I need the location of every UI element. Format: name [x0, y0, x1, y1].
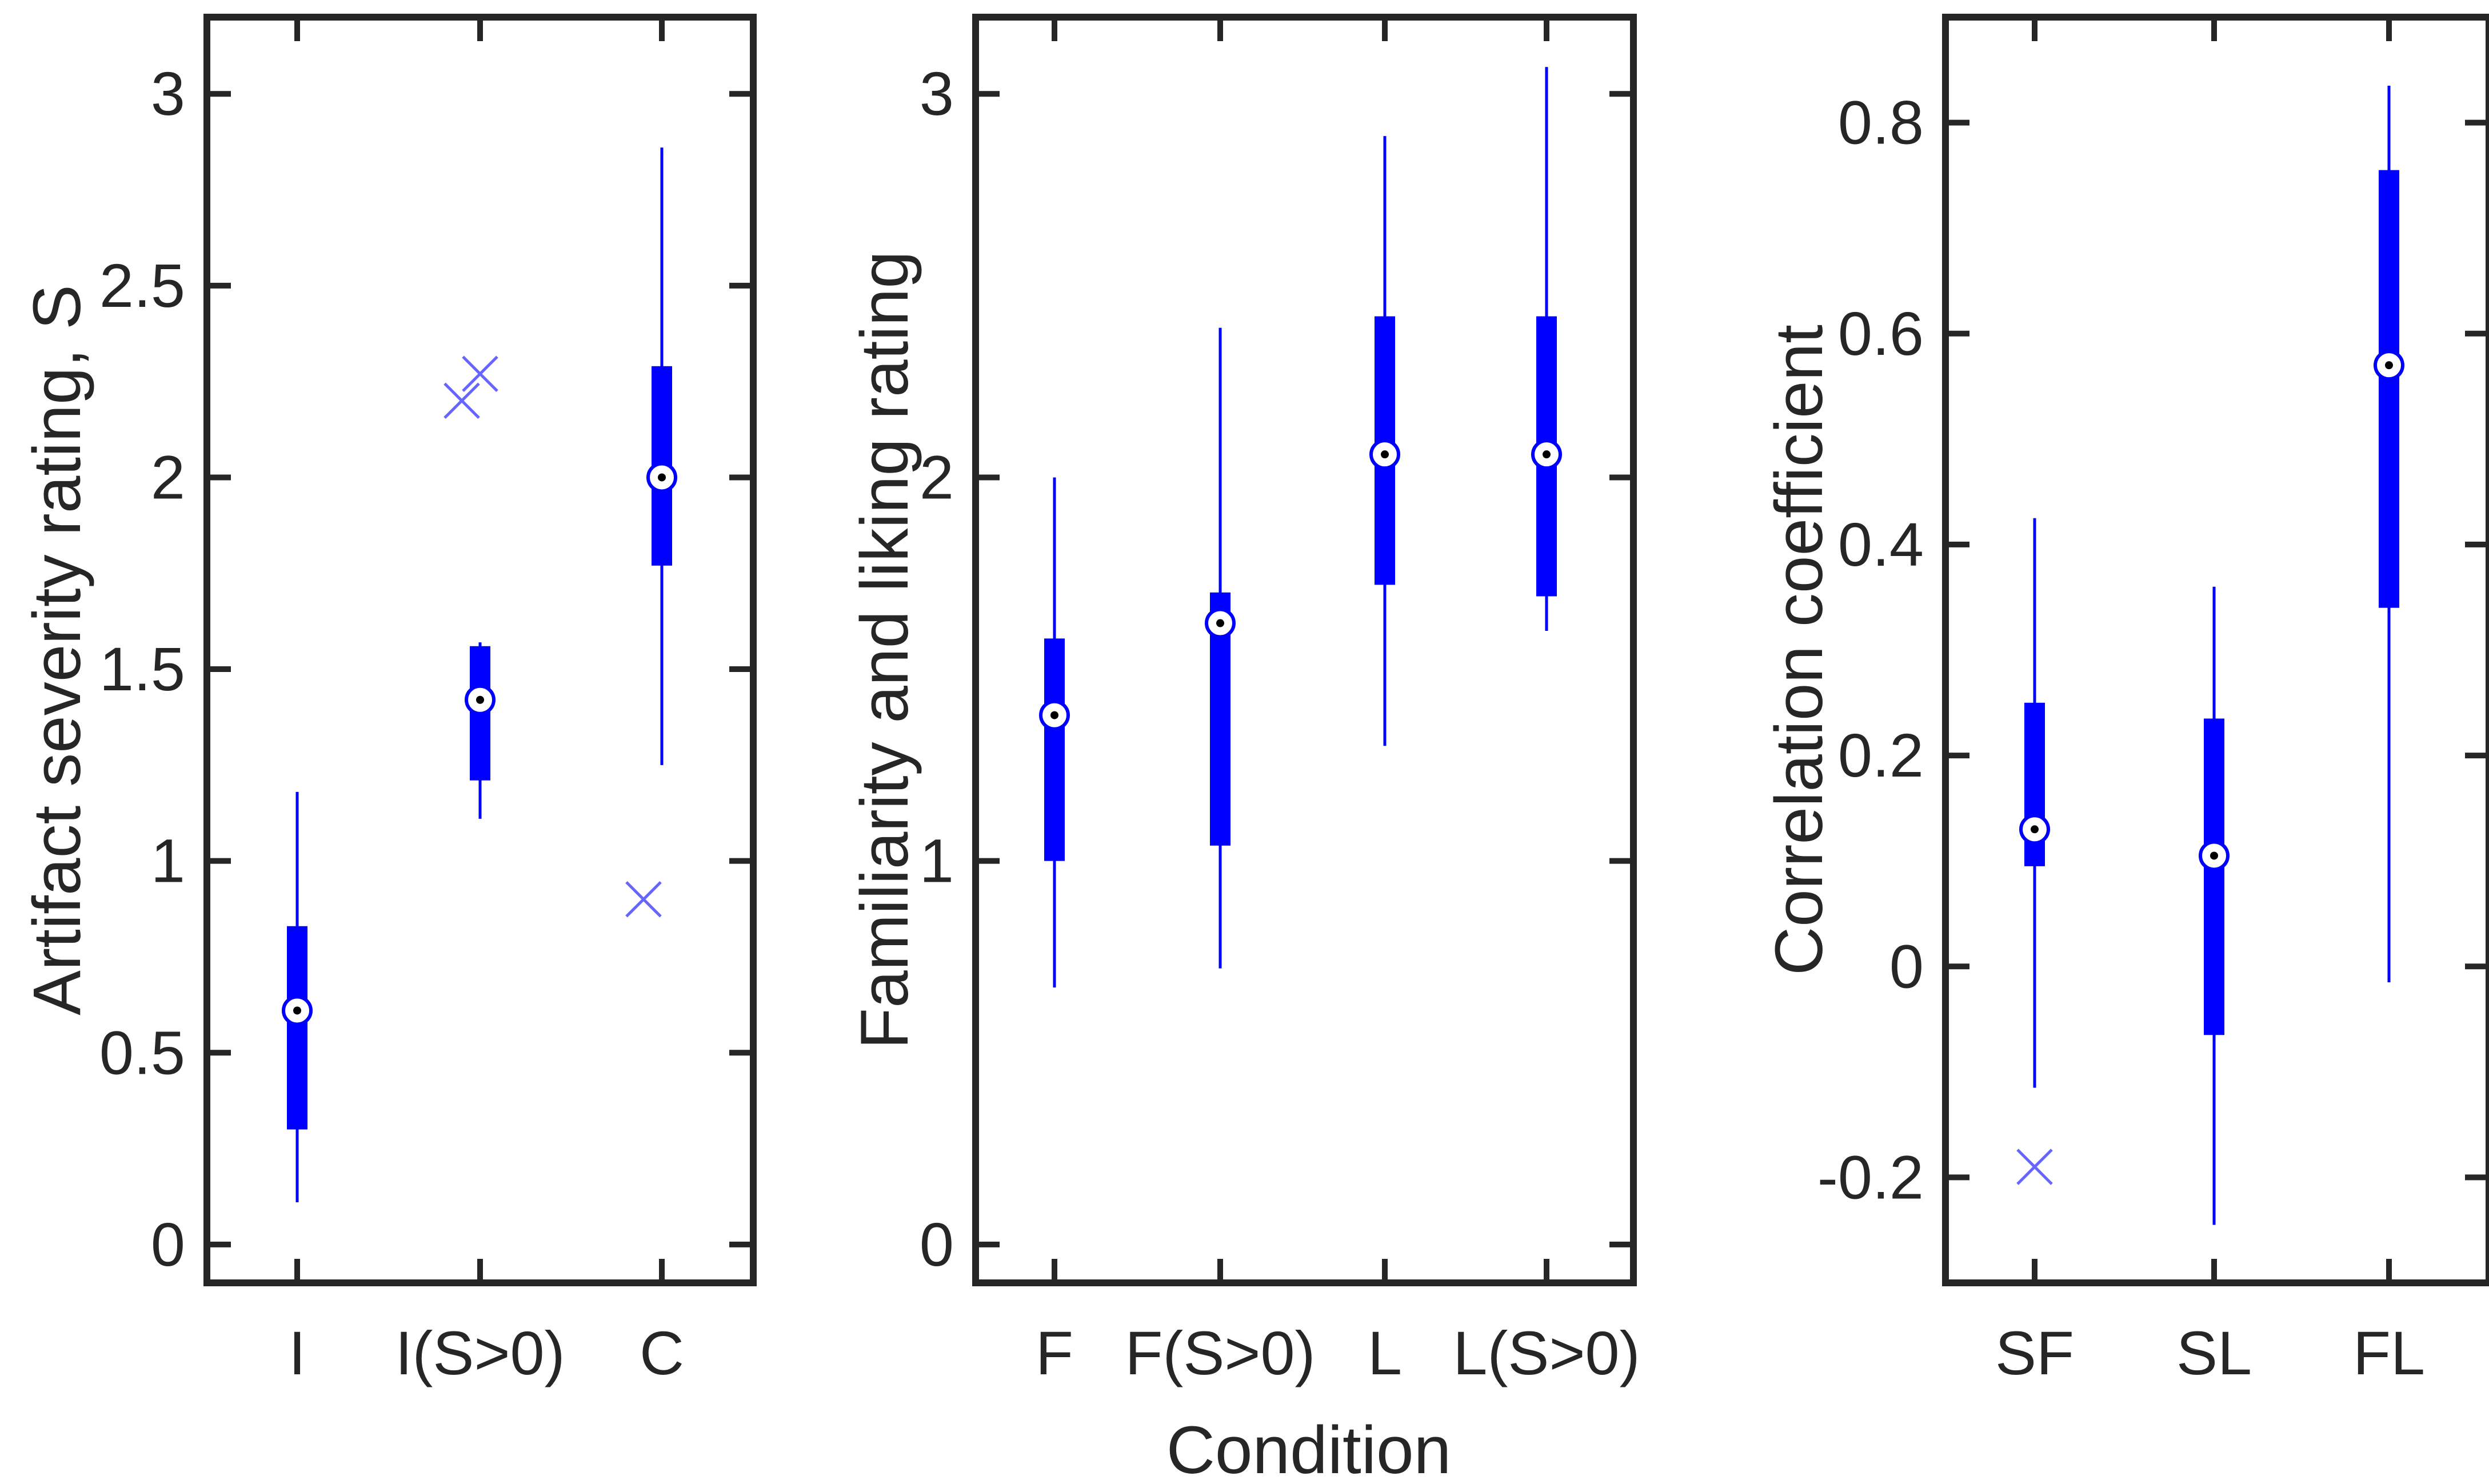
median-dot	[658, 473, 666, 482]
x-tick-label: SL	[2176, 1318, 2252, 1387]
axes-frame	[972, 14, 1637, 1286]
median-dot	[2210, 851, 2218, 860]
x-tick-label: FL	[2353, 1318, 2425, 1387]
outlier-marker	[444, 382, 480, 419]
y-axis-label: Artifact severity rating, S	[19, 285, 95, 1015]
box-iqr	[1044, 638, 1065, 861]
median-dot	[2031, 825, 2039, 834]
y-axis-label: Correlation coefficient	[1761, 325, 1837, 975]
y-tick-label: 0.4	[1838, 510, 1924, 579]
x-tick-label: F	[1036, 1318, 1073, 1387]
x-tick-label: L	[1368, 1318, 1402, 1387]
axes-frame	[1942, 14, 2489, 1286]
outlier-stroke	[2016, 1149, 2053, 1185]
y-tick-label: 3	[920, 59, 954, 128]
y-axis-label: Familiarity and liking rating	[847, 251, 922, 1049]
median-dot	[1050, 711, 1058, 719]
median-dot	[2385, 361, 2393, 370]
y-tick-label: 1	[151, 826, 185, 895]
outlier-marker	[625, 881, 662, 918]
outlier-marker	[462, 355, 498, 392]
box-iqr	[287, 926, 307, 1130]
box-iqr	[2379, 170, 2399, 608]
outlier-marker	[2016, 1149, 2053, 1185]
y-tick-label: 0.6	[1838, 299, 1924, 368]
median-dot	[1381, 450, 1389, 459]
y-tick-label: 2	[151, 442, 185, 511]
x-tick-label: I(S>0)	[395, 1318, 565, 1387]
y-tick-label: 0.5	[99, 1018, 185, 1087]
median-dot	[1543, 450, 1551, 459]
y-tick-label: 0.2	[1838, 721, 1924, 790]
x-tick-label: C	[640, 1318, 684, 1387]
x-tick-label: I	[289, 1318, 306, 1387]
y-tick-label: 0	[151, 1210, 185, 1279]
panel-artifact-severity: 0 0.5 1 1.5 2 2.5 3 I I(S>0) C Artifact severity r…	[19, 14, 757, 1387]
outlier-stroke	[462, 355, 498, 392]
y-tick-label: 1.5	[99, 634, 185, 703]
panel-correlation: -0.2 0 0.2 0.4 0.6 0.8 SF SL FL Correlation coeff…	[1761, 14, 2489, 1387]
y-tick-label: -0.2	[1817, 1142, 1924, 1211]
x-tick-label: SF	[1995, 1318, 2074, 1387]
y-tick-label: 3	[151, 59, 185, 128]
y-tick-label: 0	[1889, 931, 1924, 1001]
outlier-stroke	[444, 382, 480, 419]
x-tick-label: F(S>0)	[1125, 1318, 1315, 1387]
median-dot	[476, 695, 484, 704]
median-dot	[293, 1006, 301, 1015]
panel-familiarity-liking: 0 1 2 3 F F(S>0) L L(S>0) Familiarity and liking…	[847, 14, 1640, 1387]
y-tick-label: 0	[920, 1210, 954, 1279]
y-tick-label: 1	[920, 826, 954, 895]
y-tick-label: 2	[920, 442, 954, 511]
y-tick-label: 2.5	[99, 251, 185, 320]
x-tick-label: L(S>0)	[1453, 1318, 1640, 1387]
x-axis-label: Condition	[1166, 1413, 1452, 1484]
box-iqr	[2204, 718, 2224, 1035]
outlier-stroke	[625, 881, 662, 918]
y-tick-label: 0.8	[1838, 88, 1924, 157]
median-dot	[1216, 619, 1224, 627]
